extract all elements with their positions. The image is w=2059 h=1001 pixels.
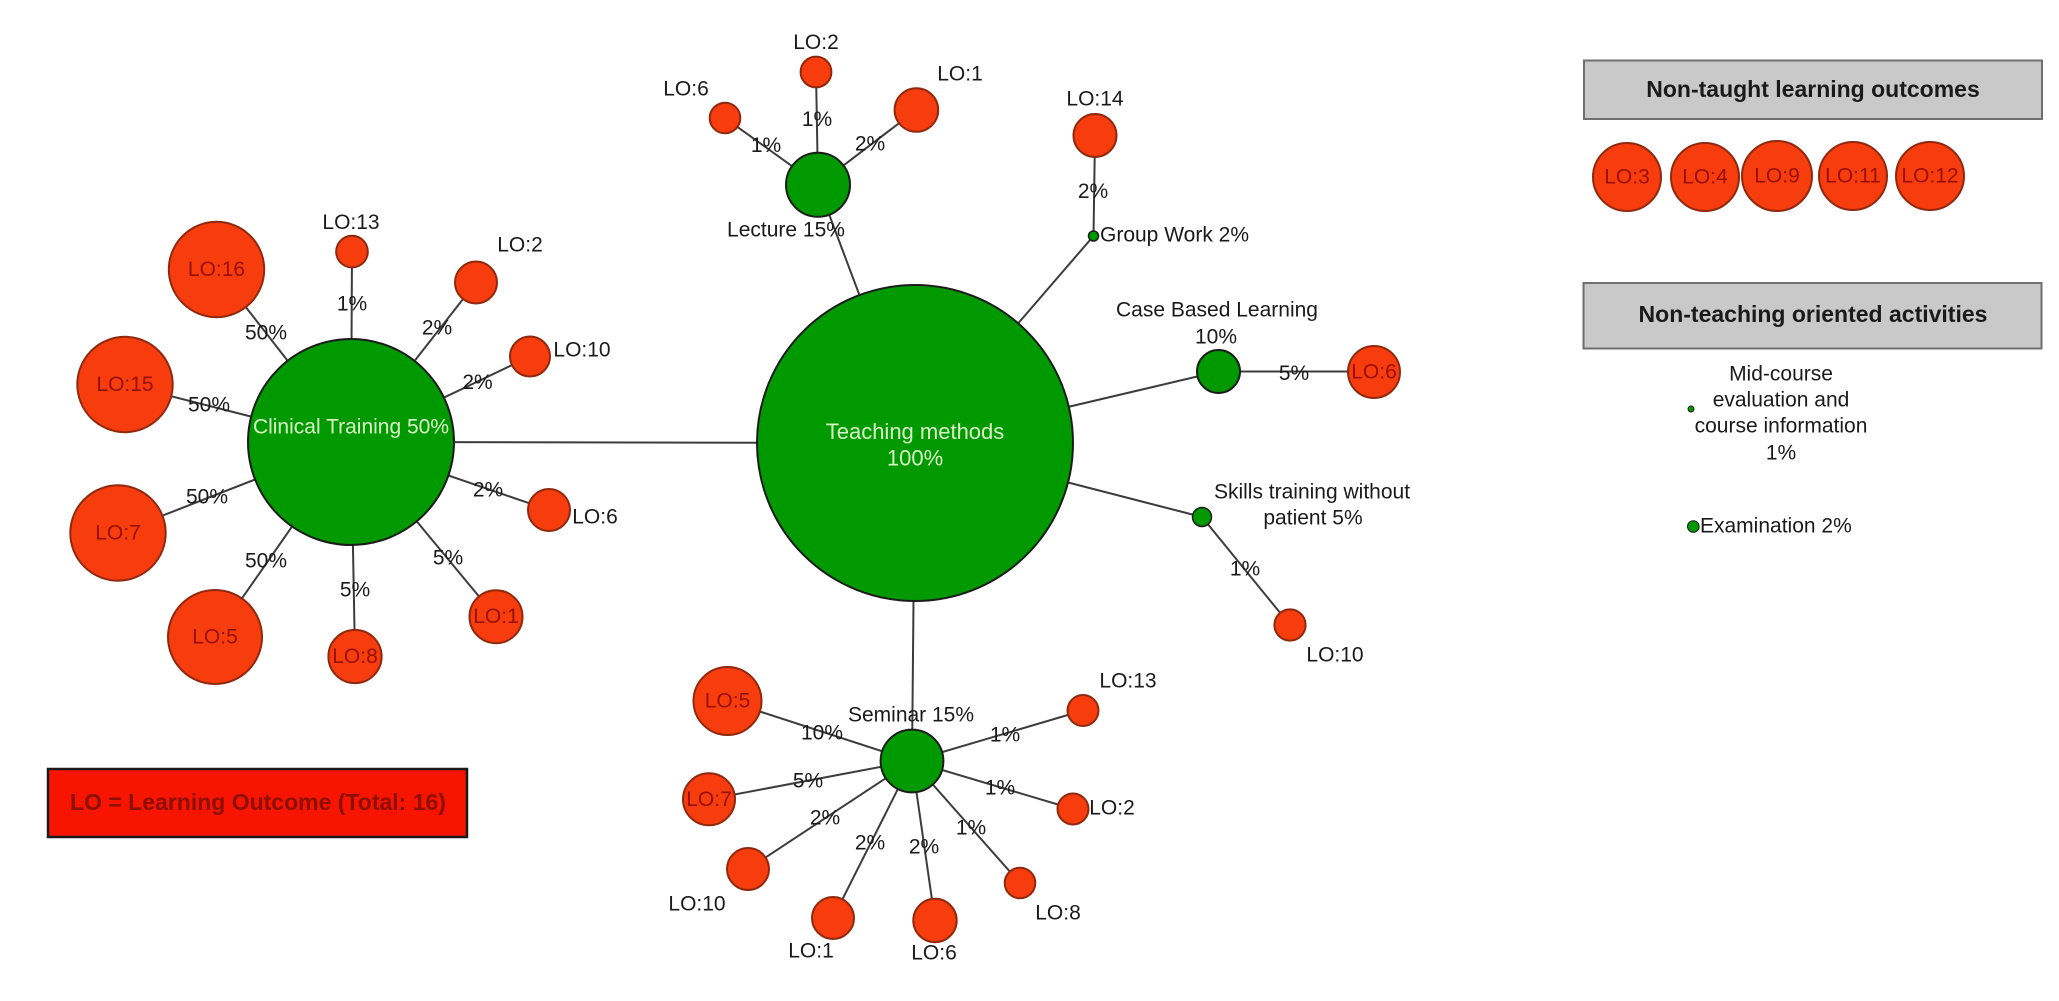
svg-text:LO:8: LO:8 [1035,902,1081,925]
svg-text:2%: 2% [422,317,452,340]
svg-text:10%: 10% [1195,326,1237,349]
svg-text:course information: course information [1695,415,1868,438]
svg-text:LO:1: LO:1 [788,940,834,963]
svg-text:LO:3: LO:3 [1604,166,1650,189]
svg-text:LO:5: LO:5 [192,626,238,649]
svg-text:2%: 2% [909,836,939,859]
svg-text:5%: 5% [433,547,463,570]
svg-text:Clinical Training 50%: Clinical Training 50% [253,416,449,439]
svg-text:LO = Learning Outcome (Total:: LO = Learning Outcome (Total: 16) [70,789,446,815]
svg-text:2%: 2% [473,479,503,502]
svg-text:1%: 1% [751,134,781,157]
svg-text:1%: 1% [802,108,832,131]
svg-text:LO:6: LO:6 [911,942,957,965]
svg-text:Examination 2%: Examination 2% [1700,515,1852,538]
svg-text:LO:15: LO:15 [96,373,153,396]
svg-text:Group Work 2%: Group Work 2% [1100,224,1249,247]
svg-text:2%: 2% [855,133,885,156]
svg-text:5%: 5% [793,770,823,793]
svg-text:LO:11: LO:11 [1825,165,1881,188]
svg-text:Case Based Learning: Case Based Learning [1116,299,1318,322]
svg-text:50%: 50% [188,394,230,417]
svg-text:Teaching methods: Teaching methods [826,419,1005,444]
svg-text:Skills training without: Skills training without [1214,481,1410,504]
svg-text:LO:7: LO:7 [686,788,732,811]
svg-text:LO:13: LO:13 [322,211,379,234]
svg-text:2%: 2% [855,832,885,855]
svg-text:10%: 10% [801,722,843,745]
svg-text:1%: 1% [337,293,367,316]
svg-text:1%: 1% [985,777,1015,800]
svg-text:LO:2: LO:2 [1089,797,1135,820]
svg-text:LO:13: LO:13 [1099,670,1156,693]
svg-text:LO:10: LO:10 [1306,644,1363,667]
svg-text:evaluation and: evaluation and [1713,389,1850,412]
svg-text:Mid-course: Mid-course [1729,363,1833,386]
svg-text:Non-teaching oriented activiti: Non-teaching oriented activities [1639,301,1988,327]
svg-text:LO:6: LO:6 [572,506,618,529]
svg-text:LO:6: LO:6 [1351,361,1397,384]
svg-text:1%: 1% [956,817,986,840]
svg-text:LO:1: LO:1 [473,605,519,628]
svg-text:Seminar 15%: Seminar 15% [848,704,974,727]
svg-text:LO:6: LO:6 [663,78,709,101]
svg-text:5%: 5% [340,579,370,602]
svg-text:50%: 50% [245,550,287,573]
svg-text:LO:4: LO:4 [1682,166,1728,189]
svg-text:2%: 2% [1078,180,1108,203]
svg-text:LO:7: LO:7 [95,522,141,545]
svg-text:LO:10: LO:10 [668,893,725,916]
svg-text:5%: 5% [1279,362,1309,385]
svg-text:LO:2: LO:2 [793,31,839,54]
svg-text:2%: 2% [810,807,840,830]
svg-text:1%: 1% [990,724,1020,747]
svg-text:2%: 2% [462,371,492,394]
svg-text:50%: 50% [186,486,228,509]
svg-text:1%: 1% [1766,442,1796,465]
svg-text:LO:1: LO:1 [937,63,983,86]
svg-text:Lecture 15%: Lecture 15% [727,219,845,242]
svg-text:LO:8: LO:8 [332,645,378,668]
svg-text:LO:16: LO:16 [188,258,245,281]
svg-text:patient 5%: patient 5% [1263,507,1362,530]
svg-text:LO:5: LO:5 [705,690,751,713]
svg-text:LO:9: LO:9 [1754,165,1800,188]
svg-text:LO:12: LO:12 [1901,165,1958,188]
svg-text:LO:10: LO:10 [553,339,610,362]
svg-text:1%: 1% [1230,558,1260,581]
svg-text:50%: 50% [245,322,287,345]
svg-text:LO:14: LO:14 [1066,88,1124,111]
svg-text:Non-taught learning outcomes: Non-taught learning outcomes [1646,76,1980,102]
svg-text:LO:2: LO:2 [497,234,543,257]
svg-text:100%: 100% [887,445,943,470]
